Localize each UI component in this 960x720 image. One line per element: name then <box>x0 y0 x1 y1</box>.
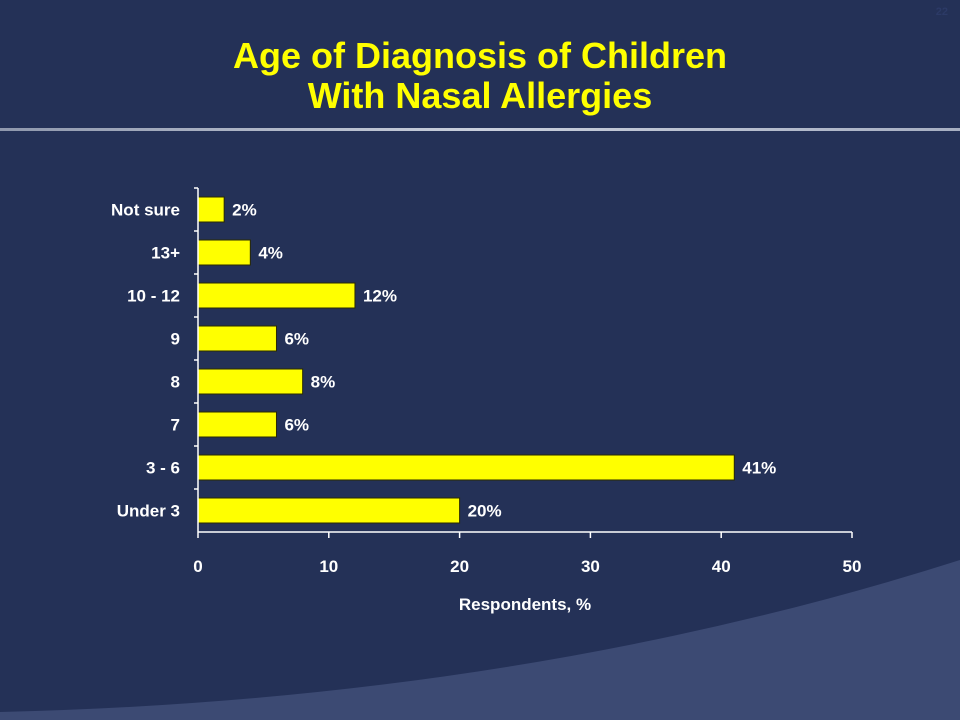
x-axis-title: Respondents, % <box>459 595 591 614</box>
bar-4 <box>197 368 304 395</box>
value-label-6: 41% <box>742 459 776 478</box>
value-label-0: 2% <box>232 201 257 220</box>
category-label-2: 10 - 12 <box>127 287 180 306</box>
x-tick-label-3: 30 <box>581 557 600 576</box>
title-line-2: With Nasal Allergies <box>307 75 653 116</box>
bars-layer <box>197 196 735 524</box>
value-label-4: 8% <box>311 373 336 392</box>
labels-layer: Not sure 2% 13+ 4% 10 - 12 12% 9 6% 8 8% 7 6% 3 - 6 4… <box>111 201 861 615</box>
x-tick-label-5: 50 <box>843 557 862 576</box>
axes-layer <box>194 187 853 538</box>
value-label-5: 6% <box>284 416 309 435</box>
bar-6 <box>197 454 735 481</box>
value-label-2: 12% <box>363 287 397 306</box>
category-label-5: 7 <box>171 416 180 435</box>
x-tick-label-0: 0 <box>193 557 202 576</box>
slide-number: 22 <box>935 6 948 18</box>
category-label-1: 13+ <box>151 244 180 263</box>
category-label-7: Under 3 <box>117 502 180 521</box>
bar-1 <box>197 239 251 266</box>
value-label-3: 6% <box>284 330 309 349</box>
category-label-4: 8 <box>171 373 180 392</box>
category-label-3: 9 <box>171 330 180 349</box>
bar-3 <box>197 325 277 352</box>
value-label-7: 20% <box>468 502 502 521</box>
x-tick-label-2: 20 <box>450 557 469 576</box>
bar-2 <box>197 282 356 309</box>
x-tick-label-1: 10 <box>319 557 338 576</box>
value-label-1: 4% <box>258 244 283 263</box>
bar-0 <box>197 196 225 223</box>
bar-7 <box>197 497 461 524</box>
x-tick-label-4: 40 <box>712 557 731 576</box>
category-label-0: Not sure <box>111 201 180 220</box>
bar-5 <box>197 411 277 438</box>
title-line-1: Age of Diagnosis of Children <box>232 35 727 76</box>
category-label-6: 3 - 6 <box>146 459 180 478</box>
title-divider <box>0 128 960 131</box>
slide-title: Age of Diagnosis of Children With Nasal … <box>0 36 960 116</box>
